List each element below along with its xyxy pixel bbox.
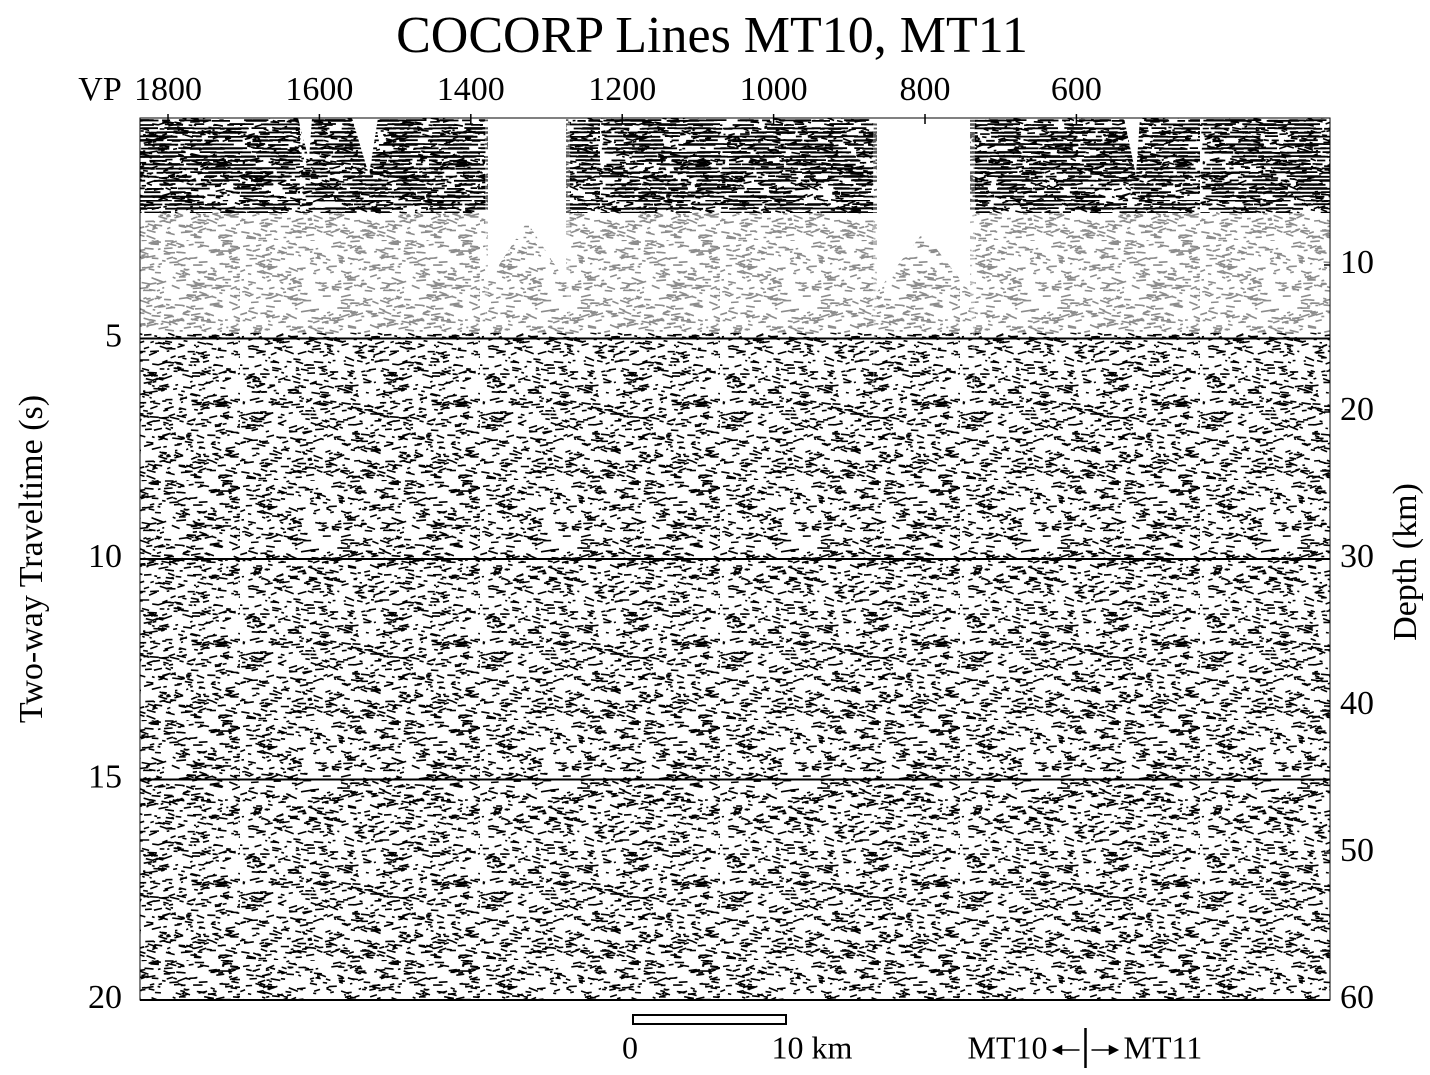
fade bbox=[140, 213, 1330, 333]
arrow-right bbox=[1091, 1046, 1117, 1054]
shallow-band bbox=[140, 118, 1330, 213]
x-tick-label: 1400 bbox=[437, 71, 505, 108]
y2-tick-label: 30 bbox=[1340, 538, 1374, 575]
x-tick-label: 600 bbox=[1051, 71, 1102, 108]
x-tick-label: 800 bbox=[900, 71, 951, 108]
y2-tick-label: 50 bbox=[1340, 832, 1374, 869]
y-tick-label: 15 bbox=[88, 758, 122, 795]
boundary-right-label: MT11 bbox=[1123, 1029, 1202, 1065]
scale-bar-end: 10 km bbox=[772, 1029, 853, 1065]
y-axis-label: Two-way Traveltime (s) bbox=[13, 395, 50, 723]
y2-tick-label: 10 bbox=[1340, 244, 1374, 281]
scale-bar-start: 0 bbox=[622, 1029, 638, 1065]
y-tick-label: 10 bbox=[88, 538, 122, 575]
x-tick-label: 1600 bbox=[285, 71, 353, 108]
chart: COCORP Lines MT10, MT11 VP Two-way Trave… bbox=[0, 0, 1430, 1070]
y-tick-label: 5 bbox=[105, 317, 122, 354]
scale-bar bbox=[633, 1015, 786, 1024]
x-axis-label: VP bbox=[78, 71, 121, 108]
y2-tick-label: 60 bbox=[1340, 979, 1374, 1016]
x-tick-label: 1000 bbox=[740, 71, 808, 108]
chart-title: COCORP Lines MT10, MT11 bbox=[396, 7, 1028, 64]
y2-tick-label: 20 bbox=[1340, 391, 1374, 428]
x-tick-label: 1200 bbox=[588, 71, 656, 108]
arrow-left bbox=[1053, 1046, 1079, 1054]
y2-axis-label: Depth (km) bbox=[1387, 483, 1424, 641]
y-tick-label: 20 bbox=[88, 979, 122, 1016]
boundary-left-label: MT10 bbox=[967, 1029, 1047, 1065]
y2-tick-label: 40 bbox=[1340, 685, 1374, 722]
x-tick-label: 1800 bbox=[134, 71, 202, 108]
